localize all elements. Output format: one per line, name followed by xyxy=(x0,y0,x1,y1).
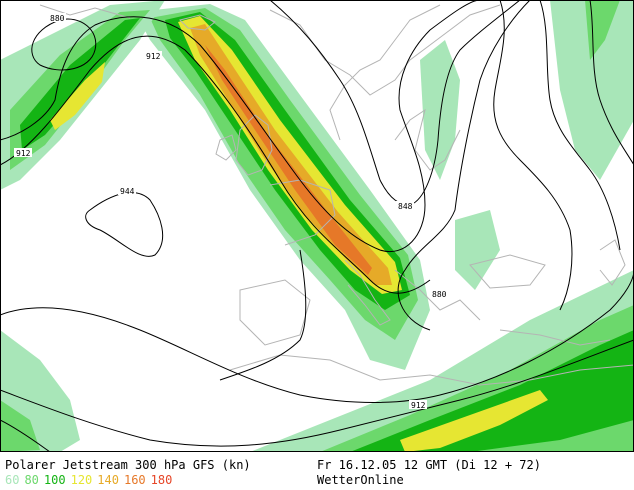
legend-item-120: 120 xyxy=(70,473,93,487)
map-footer: Polarer Jetstream 300 hPa GFS (kn) 60 80 1… xyxy=(0,452,634,490)
coastline-europe-west xyxy=(269,179,336,246)
coastline-north-africa xyxy=(229,354,634,386)
ne-band-60kn xyxy=(550,0,634,180)
contour-sw xyxy=(0,419,51,452)
legend-item-180: 180 xyxy=(150,473,173,487)
contour-label-912-west: 912 xyxy=(16,149,31,158)
contour-label-880-east: 880 xyxy=(432,290,447,299)
coastline-ireland xyxy=(215,134,237,161)
south-band-120kn xyxy=(400,390,548,452)
jet-band-140kn xyxy=(190,24,392,285)
coastline-greenland xyxy=(39,4,131,19)
coastline-balkans xyxy=(394,269,481,321)
geopotential-contours xyxy=(0,0,634,452)
coastline-caspian xyxy=(599,239,626,286)
coastline-iberia xyxy=(239,279,311,346)
east-band-60kn-2 xyxy=(455,210,500,290)
coastline-iceland xyxy=(179,14,216,31)
contour-label-912-south: 912 xyxy=(411,401,426,410)
contour-labels: 880 912 912 944 848 880 912 xyxy=(14,13,448,410)
coastline-britain xyxy=(235,114,273,176)
color-legend: 60 80 100 120 140 160 180 xyxy=(5,473,177,488)
sw-band-80kn xyxy=(0,400,40,452)
contour-912-nw xyxy=(0,0,481,252)
coastline-italy xyxy=(344,259,391,326)
ne-band-80kn xyxy=(585,0,620,60)
coastline-baltic xyxy=(394,108,461,171)
contour-880-east xyxy=(397,0,531,331)
coastline-black-sea xyxy=(469,254,546,289)
legend-item-80: 80 xyxy=(24,473,39,487)
forecast-datetime: Fr 16.12.05 12 GMT (Di 12 + 72) xyxy=(317,458,541,472)
wind-speed-bands xyxy=(0,0,634,452)
contour-label-944: 944 xyxy=(120,187,135,196)
contour-south-2 xyxy=(0,269,634,403)
coastline-mediterranean-east xyxy=(499,329,611,346)
east-band-60kn xyxy=(420,40,460,180)
contour-912-south xyxy=(0,339,634,447)
jetstream-map: 880 912 912 944 848 880 912 xyxy=(0,0,634,452)
contour-east-1 xyxy=(493,0,573,311)
legend-item-160: 160 xyxy=(123,473,146,487)
south-band-100kn xyxy=(350,330,634,452)
coastline-norway-west xyxy=(329,4,441,141)
contour-south-3 xyxy=(219,249,307,381)
legend-item-140: 140 xyxy=(97,473,119,487)
legend-item-60: 60 xyxy=(5,473,20,487)
contour-label-880-nw: 880 xyxy=(50,14,65,23)
contour-east-2 xyxy=(539,0,621,251)
contour-east-3 xyxy=(589,0,634,166)
atlantic-band-120kn xyxy=(50,62,105,130)
contour-label-912-nw: 912 xyxy=(146,52,161,61)
map-title: Polarer Jetstream 300 hPa GFS (kn) xyxy=(5,458,251,472)
contour-label-848: 848 xyxy=(398,202,413,211)
source-label: WetterOnline xyxy=(317,473,404,487)
jet-band-160kn xyxy=(205,45,372,275)
contour-944 xyxy=(85,192,164,257)
contour-880-nw xyxy=(31,18,97,71)
coastlines xyxy=(39,4,634,386)
contour-912-west xyxy=(0,35,431,294)
legend-item-100: 100 xyxy=(43,473,66,487)
coastline-scandinavia xyxy=(269,4,501,96)
